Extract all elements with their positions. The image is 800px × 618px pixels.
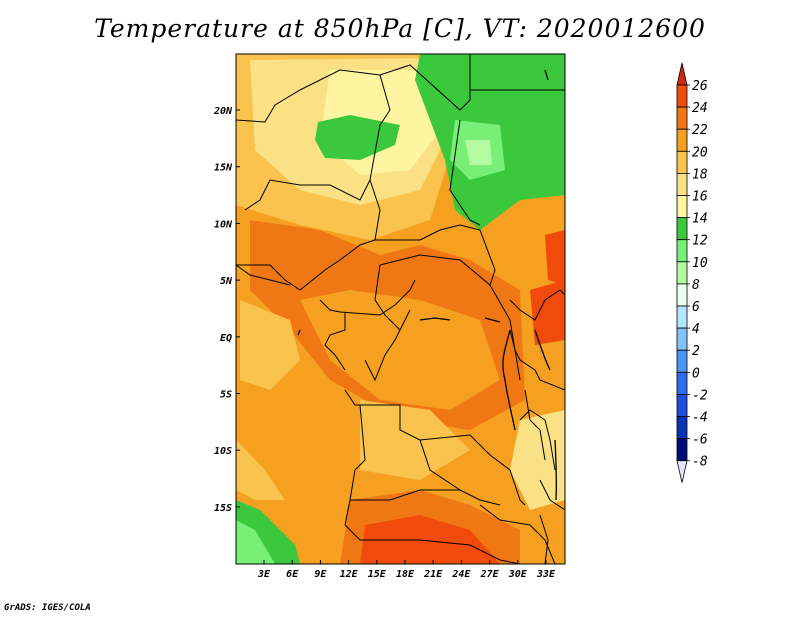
colorbar-label: 6 — [692, 300, 700, 315]
x-tick-label: 3E — [257, 569, 271, 580]
colorbar-label: 22 — [692, 123, 708, 138]
colorbar-swatch — [676, 305, 688, 329]
region-10-12-southwest — [236, 520, 275, 564]
map-title: Temperature at 850hPa [C], VT: 202001260… — [94, 14, 706, 43]
colorbar-label: 8 — [692, 278, 700, 293]
region-24-26-east — [530, 280, 565, 345]
colorbar-label: -4 — [692, 411, 708, 426]
region-24-26-south — [360, 515, 500, 564]
y-tick-label: EQ — [220, 333, 232, 344]
colorbar-swatch — [676, 128, 688, 152]
map-frame — [235, 53, 566, 565]
colorbar-label: -8 — [692, 455, 708, 470]
colorbar-swatch — [676, 261, 688, 285]
colorbar-swatch — [676, 106, 688, 130]
colorbar-arrow-bottom — [676, 460, 688, 483]
x-tick-label: 12E — [340, 569, 359, 580]
colorbar-swatch — [676, 84, 688, 108]
colorbar-label: 18 — [692, 167, 708, 182]
x-tick-label: 27E — [480, 569, 500, 580]
colorbar-swatch — [676, 349, 688, 373]
y-tick-label: 5S — [220, 390, 232, 401]
colorbar-label: -2 — [692, 388, 708, 403]
region-18-20-coast — [236, 440, 285, 500]
colorbar-label: 26 — [692, 79, 708, 94]
region-16-18-southeast — [510, 410, 565, 510]
colorbar-swatch — [676, 195, 688, 219]
y-tick-label: 10N — [214, 219, 233, 230]
colorbar-label: 4 — [692, 322, 700, 337]
region-24-26-east-north — [545, 230, 565, 285]
x-tick-label: 30E — [508, 569, 528, 580]
colorbar-swatch — [676, 150, 688, 174]
x-tick-label: 9E — [314, 569, 327, 580]
region-8-10-northeast — [465, 140, 492, 165]
region-12-14-north-blob — [315, 115, 400, 160]
colorbar-label: 14 — [692, 212, 708, 227]
colorbar-swatch — [676, 393, 688, 417]
colorbar-swatch — [676, 217, 688, 241]
y-tick-label: 15S — [214, 503, 232, 514]
y-tick-label: 15N — [214, 163, 233, 174]
colorbar-swatch — [676, 416, 688, 440]
colorbar-arrow-top — [676, 62, 688, 86]
x-tick-label: 15E — [368, 569, 387, 580]
colorbar-label: 12 — [692, 234, 708, 249]
colorbar-swatch — [676, 438, 688, 462]
x-tick-label: 21E — [423, 569, 443, 580]
x-tick-label: 6E — [286, 569, 299, 580]
colorbar-label: 20 — [692, 145, 708, 160]
colorbar-label: 10 — [692, 256, 708, 271]
y-tick-label: 10S — [214, 446, 232, 457]
x-tick-label: 33E — [536, 569, 556, 580]
country-borders — [236, 54, 565, 564]
colorbar-label: -6 — [692, 433, 708, 448]
x-tick-label: 24E — [451, 569, 471, 580]
colorbar-swatch — [676, 371, 688, 395]
colorbar-label: 2 — [692, 344, 700, 359]
region-18-20-west — [240, 300, 300, 390]
colorbar-label: 16 — [692, 190, 708, 205]
latitude-axis: 20N 15N 10N 5N EQ 5S 10S 15S — [213, 106, 240, 514]
temperature-field — [236, 54, 565, 564]
x-tick-label: 18E — [396, 569, 415, 580]
colorbar-label: 24 — [692, 101, 708, 116]
colorbar-swatch — [676, 239, 688, 263]
region-18-20-south — [360, 400, 470, 480]
grads-credit: GrADS: IGES/COLA — [4, 603, 91, 613]
colorbar-swatch — [676, 172, 688, 196]
longitude-axis: 3E 6E 9E 12E 15E 18E 21E 24E 27E 30E 33E — [257, 560, 556, 580]
lakes-coastlines — [297, 69, 558, 501]
y-tick-label: 5N — [220, 276, 233, 287]
colorbar-swatch — [676, 283, 688, 307]
colorbar-swatch — [676, 327, 688, 351]
colorbar-label: 0 — [692, 366, 700, 381]
y-tick-label: 20N — [213, 106, 233, 117]
